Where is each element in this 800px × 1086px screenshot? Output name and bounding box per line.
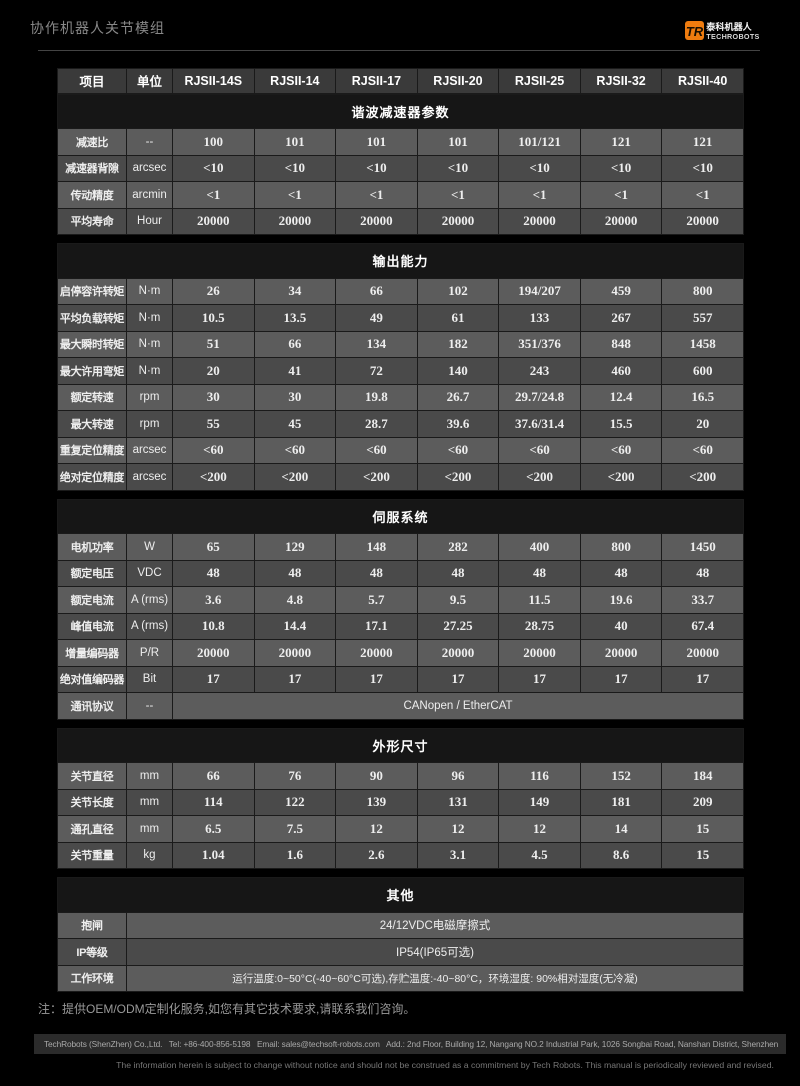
svg-text:TECHROBOTS: TECHROBOTS [706, 31, 759, 40]
svg-text:TR: TR [685, 23, 703, 38]
svg-text:泰科机器人: 泰科机器人 [705, 21, 752, 32]
